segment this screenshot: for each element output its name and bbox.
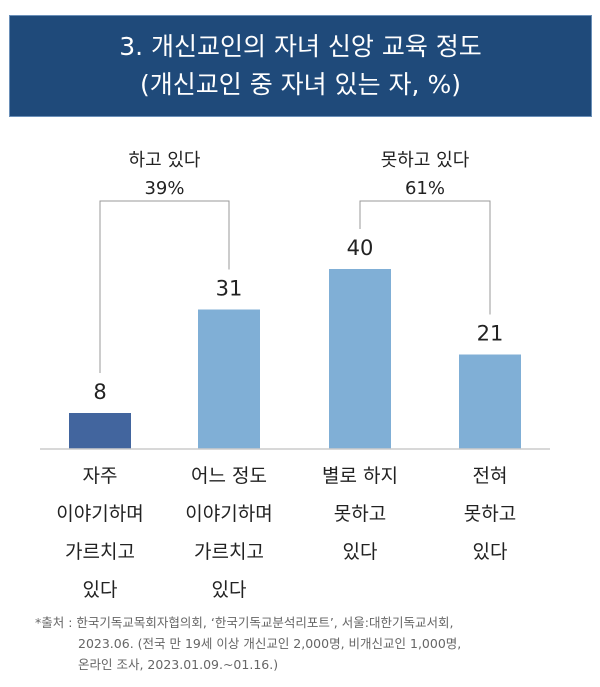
group-bracket bbox=[99, 200, 230, 373]
footnote: *출처 : 한국기독교목회자협의회, ‘한국기독교분석리포트’, 서울:대한기독… bbox=[35, 612, 461, 675]
bar bbox=[198, 309, 260, 449]
bar bbox=[329, 269, 391, 449]
group-label: 못하고 있다 bbox=[381, 150, 470, 171]
footnote-line-3: 온라인 조사, 2023.01.09.~01.16.) bbox=[78, 657, 279, 672]
data-label: 21 bbox=[477, 322, 504, 346]
footnote-line-2: 2023.06. (전국 만 19세 이상 개신교인 2,000명, 비개신교인… bbox=[78, 636, 462, 651]
data-label: 8 bbox=[93, 380, 106, 404]
category-label: 가르치고 bbox=[194, 541, 264, 563]
category-label: 있다 bbox=[473, 541, 508, 563]
category-label: 있다 bbox=[343, 541, 378, 563]
category-label: 자주 bbox=[83, 465, 118, 487]
category-label: 이야기하며 bbox=[56, 503, 143, 525]
category-label: 이야기하며 bbox=[185, 503, 272, 525]
group-value: 61% bbox=[405, 178, 445, 199]
footnote-line-1: *출처 : 한국기독교목회자협의회, ‘한국기독교분석리포트’, 서울:대한기독… bbox=[35, 615, 454, 630]
title-line-2: (개신교인 중 자녀 있는 자, %) bbox=[140, 70, 461, 99]
title-banner: 3. 개신교인의 자녀 신앙 교육 정도 (개신교인 중 자녀 있는 자, %) bbox=[9, 15, 592, 117]
group-bracket bbox=[359, 200, 491, 315]
group-value: 39% bbox=[144, 178, 184, 199]
group-label: 하고 있다 bbox=[129, 150, 201, 171]
category-label: 가르치고 bbox=[65, 541, 135, 563]
category-label: 어느 정도 bbox=[191, 465, 267, 487]
title-line-1: 3. 개신교인의 자녀 신앙 교육 정도 bbox=[119, 32, 482, 61]
category-label: 별로 하지 bbox=[322, 465, 398, 487]
category-label: 있다 bbox=[212, 579, 247, 601]
bar bbox=[459, 354, 521, 449]
category-label: 못하고 bbox=[464, 503, 516, 525]
data-label: 31 bbox=[216, 277, 243, 301]
bar bbox=[69, 413, 131, 449]
category-label: 전혀 bbox=[473, 465, 508, 487]
category-label: 못하고 bbox=[334, 503, 386, 525]
category-label: 있다 bbox=[83, 579, 118, 601]
data-label: 40 bbox=[347, 236, 374, 260]
